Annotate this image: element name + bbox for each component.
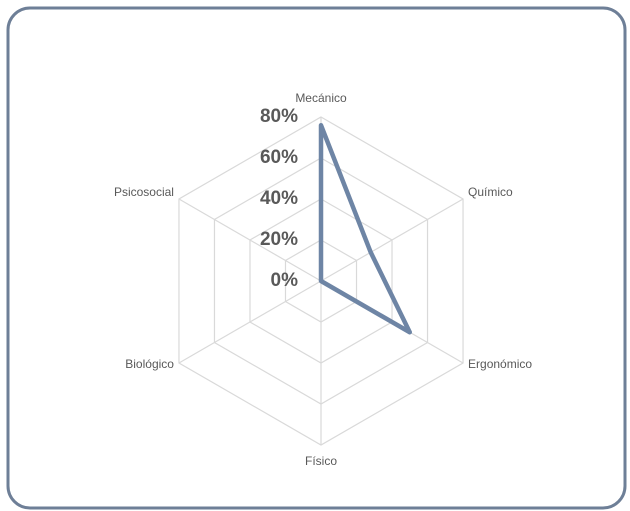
chart-border <box>6 6 627 510</box>
category-label: Psicosocial <box>114 185 174 199</box>
category-label: Químico <box>468 185 513 199</box>
spoke <box>320 198 464 282</box>
category-label: Ergonómico <box>468 357 532 371</box>
y-tick-label: 60% <box>260 147 298 168</box>
y-tick-label: 80% <box>260 106 298 127</box>
y-tick-label: 0% <box>271 270 299 291</box>
data-line <box>318 122 413 335</box>
spoke <box>178 280 322 364</box>
category-label: Mecánico <box>295 91 347 105</box>
category-label: Biológico <box>125 357 174 371</box>
spoke <box>178 198 322 282</box>
category-label: Físico <box>305 454 337 468</box>
y-tick-label: 40% <box>260 188 298 209</box>
y-tick-label: 20% <box>260 229 298 250</box>
